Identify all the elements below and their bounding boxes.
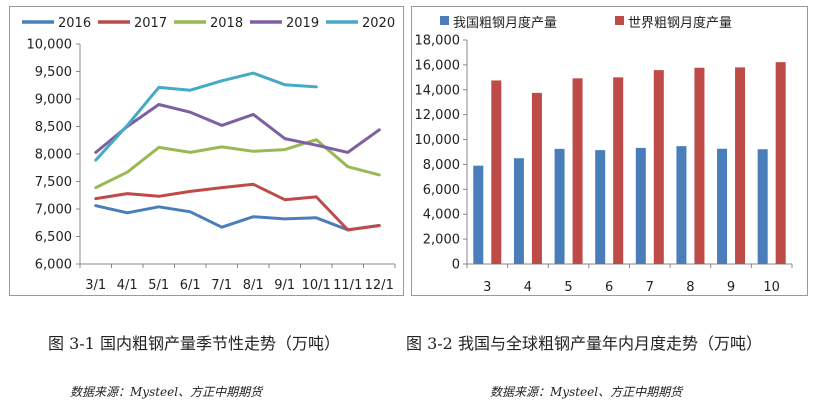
x-tick-label: 5	[564, 280, 572, 295]
series-line-2019	[94, 103, 381, 154]
data-source-left: 数据来源：Mysteel、方正中期期货	[70, 385, 263, 399]
y-tick-label: 9,000	[35, 93, 72, 108]
bar-china-3	[473, 165, 484, 264]
legend-label-2018: 2018	[210, 16, 243, 31]
bar-world-3	[491, 80, 502, 264]
x-tick-label: 4/1	[117, 278, 138, 293]
bar-world-10	[775, 62, 786, 265]
legend-swatch-world	[615, 16, 624, 25]
series-line-2018	[94, 138, 381, 190]
legend-label-china: 我国粗钢月度产量	[453, 15, 557, 31]
legend-swatch-china	[440, 16, 449, 25]
bar-china-4	[513, 158, 524, 264]
series-line-2016	[94, 204, 381, 232]
y-tick-label: 10,000	[415, 133, 461, 148]
x-tick-label: 7	[646, 280, 654, 295]
domestic-steel-seasonal-chart: 6,000 6,500 7,000 7,500 8,000 8,500 9,000 9,500…	[9, 6, 404, 296]
x-tick-label: 10	[763, 280, 780, 295]
china-world-steel-monthly-chart: 0 2,000 4,000 6,000 8,000 10,000 12,000 14,000 1…	[411, 6, 808, 296]
bar-world-7	[653, 70, 664, 264]
figure-caption-right: 图 3-2 我国与全球粗钢产量年内月度走势（万吨）	[406, 334, 762, 353]
series-line-2020	[94, 71, 318, 162]
x-tick-label: 11/1	[333, 278, 362, 293]
y-tick-label: 14,000	[415, 83, 461, 98]
legend-label-2019: 2019	[286, 16, 319, 31]
x-tick-label: 9	[727, 280, 735, 295]
data-source-right: 数据来源：Mysteel、方正中期期货	[490, 385, 683, 399]
bar-chart-svg: 0 2,000 4,000 6,000 8,000 10,000 12,000 14,000 1…	[415, 15, 793, 295]
x-tick-label: 10/1	[302, 278, 331, 293]
y-tick-label: 7,000	[35, 203, 72, 218]
figure-caption-left: 图 3-1 国内粗钢产量季节性走势（万吨）	[48, 334, 340, 353]
y-tick-label: 18,000	[415, 34, 461, 49]
x-tick-label: 8	[686, 280, 694, 295]
bar-world-8	[694, 67, 705, 264]
x-tick-label: 3	[483, 280, 491, 295]
bar-world-5	[572, 78, 583, 264]
y-tick-label: 0	[452, 258, 460, 273]
series-line-2017	[94, 182, 381, 232]
y-tick-label: 12,000	[415, 108, 461, 123]
legend-label-2020: 2020	[362, 16, 395, 31]
bar-china-7	[635, 147, 646, 264]
y-tick-label: 8,500	[35, 120, 72, 135]
x-tick-label: 5/1	[148, 278, 169, 293]
y-tick-label: 6,500	[35, 230, 72, 245]
x-tick-label: 3/1	[85, 278, 106, 293]
bar-china-10	[757, 149, 768, 264]
legend-label-world: 世界粗钢月度产量	[628, 15, 732, 31]
bar-world-6	[613, 77, 624, 264]
bar-world-9	[735, 67, 746, 264]
x-tick-label: 9/1	[274, 278, 295, 293]
x-tick-label: 4	[524, 280, 532, 295]
y-tick-label: 8,000	[35, 148, 72, 163]
y-tick-label: 2,000	[423, 233, 460, 248]
x-tick-label: 6	[605, 280, 613, 295]
x-tick-label: 6/1	[180, 278, 201, 293]
bar-china-6	[595, 150, 606, 264]
bar-china-8	[676, 146, 687, 264]
line-chart-svg: 6,000 6,500 7,000 7,500 8,000 8,500 9,000 9,500…	[22, 16, 396, 293]
x-tick-label: 12/1	[365, 278, 394, 293]
bar-world-4	[531, 92, 542, 264]
y-tick-label: 6,000	[423, 183, 460, 198]
y-tick-label: 6,000	[35, 258, 72, 273]
y-tick-label: 8,000	[423, 158, 460, 173]
y-tick-label: 7,500	[35, 175, 72, 190]
legend-label-2016: 2016	[58, 16, 91, 31]
bar-china-9	[717, 148, 728, 264]
legend-label-2017: 2017	[134, 16, 167, 31]
x-tick-label: 8/1	[243, 278, 264, 293]
y-tick-label: 10,000	[27, 38, 73, 53]
bar-china-5	[554, 148, 565, 264]
y-tick-label: 4,000	[423, 208, 460, 223]
y-tick-label: 9,500	[35, 65, 72, 80]
x-tick-label: 7/1	[211, 278, 232, 293]
y-tick-label: 16,000	[415, 58, 461, 73]
